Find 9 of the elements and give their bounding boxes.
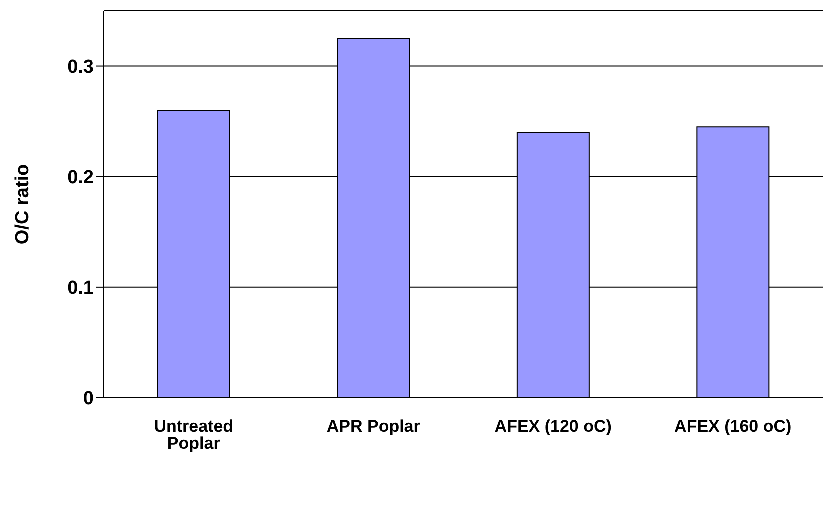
y-tick-label: 0.2 xyxy=(68,168,94,189)
x-tick-label: AFEX (160 oC) xyxy=(674,417,792,436)
x-tick-label: Untreated Poplar xyxy=(154,417,234,454)
y-tick-label: 0.1 xyxy=(68,278,94,300)
x-tick-label: APR Poplar xyxy=(326,417,421,436)
x-tick-label: AFEX (120 oC) xyxy=(494,417,612,436)
y-axis-title: O/C ratio xyxy=(12,164,34,245)
y-tick-label: 0.3 xyxy=(68,57,94,78)
y-tick-label: 0 xyxy=(83,388,94,410)
